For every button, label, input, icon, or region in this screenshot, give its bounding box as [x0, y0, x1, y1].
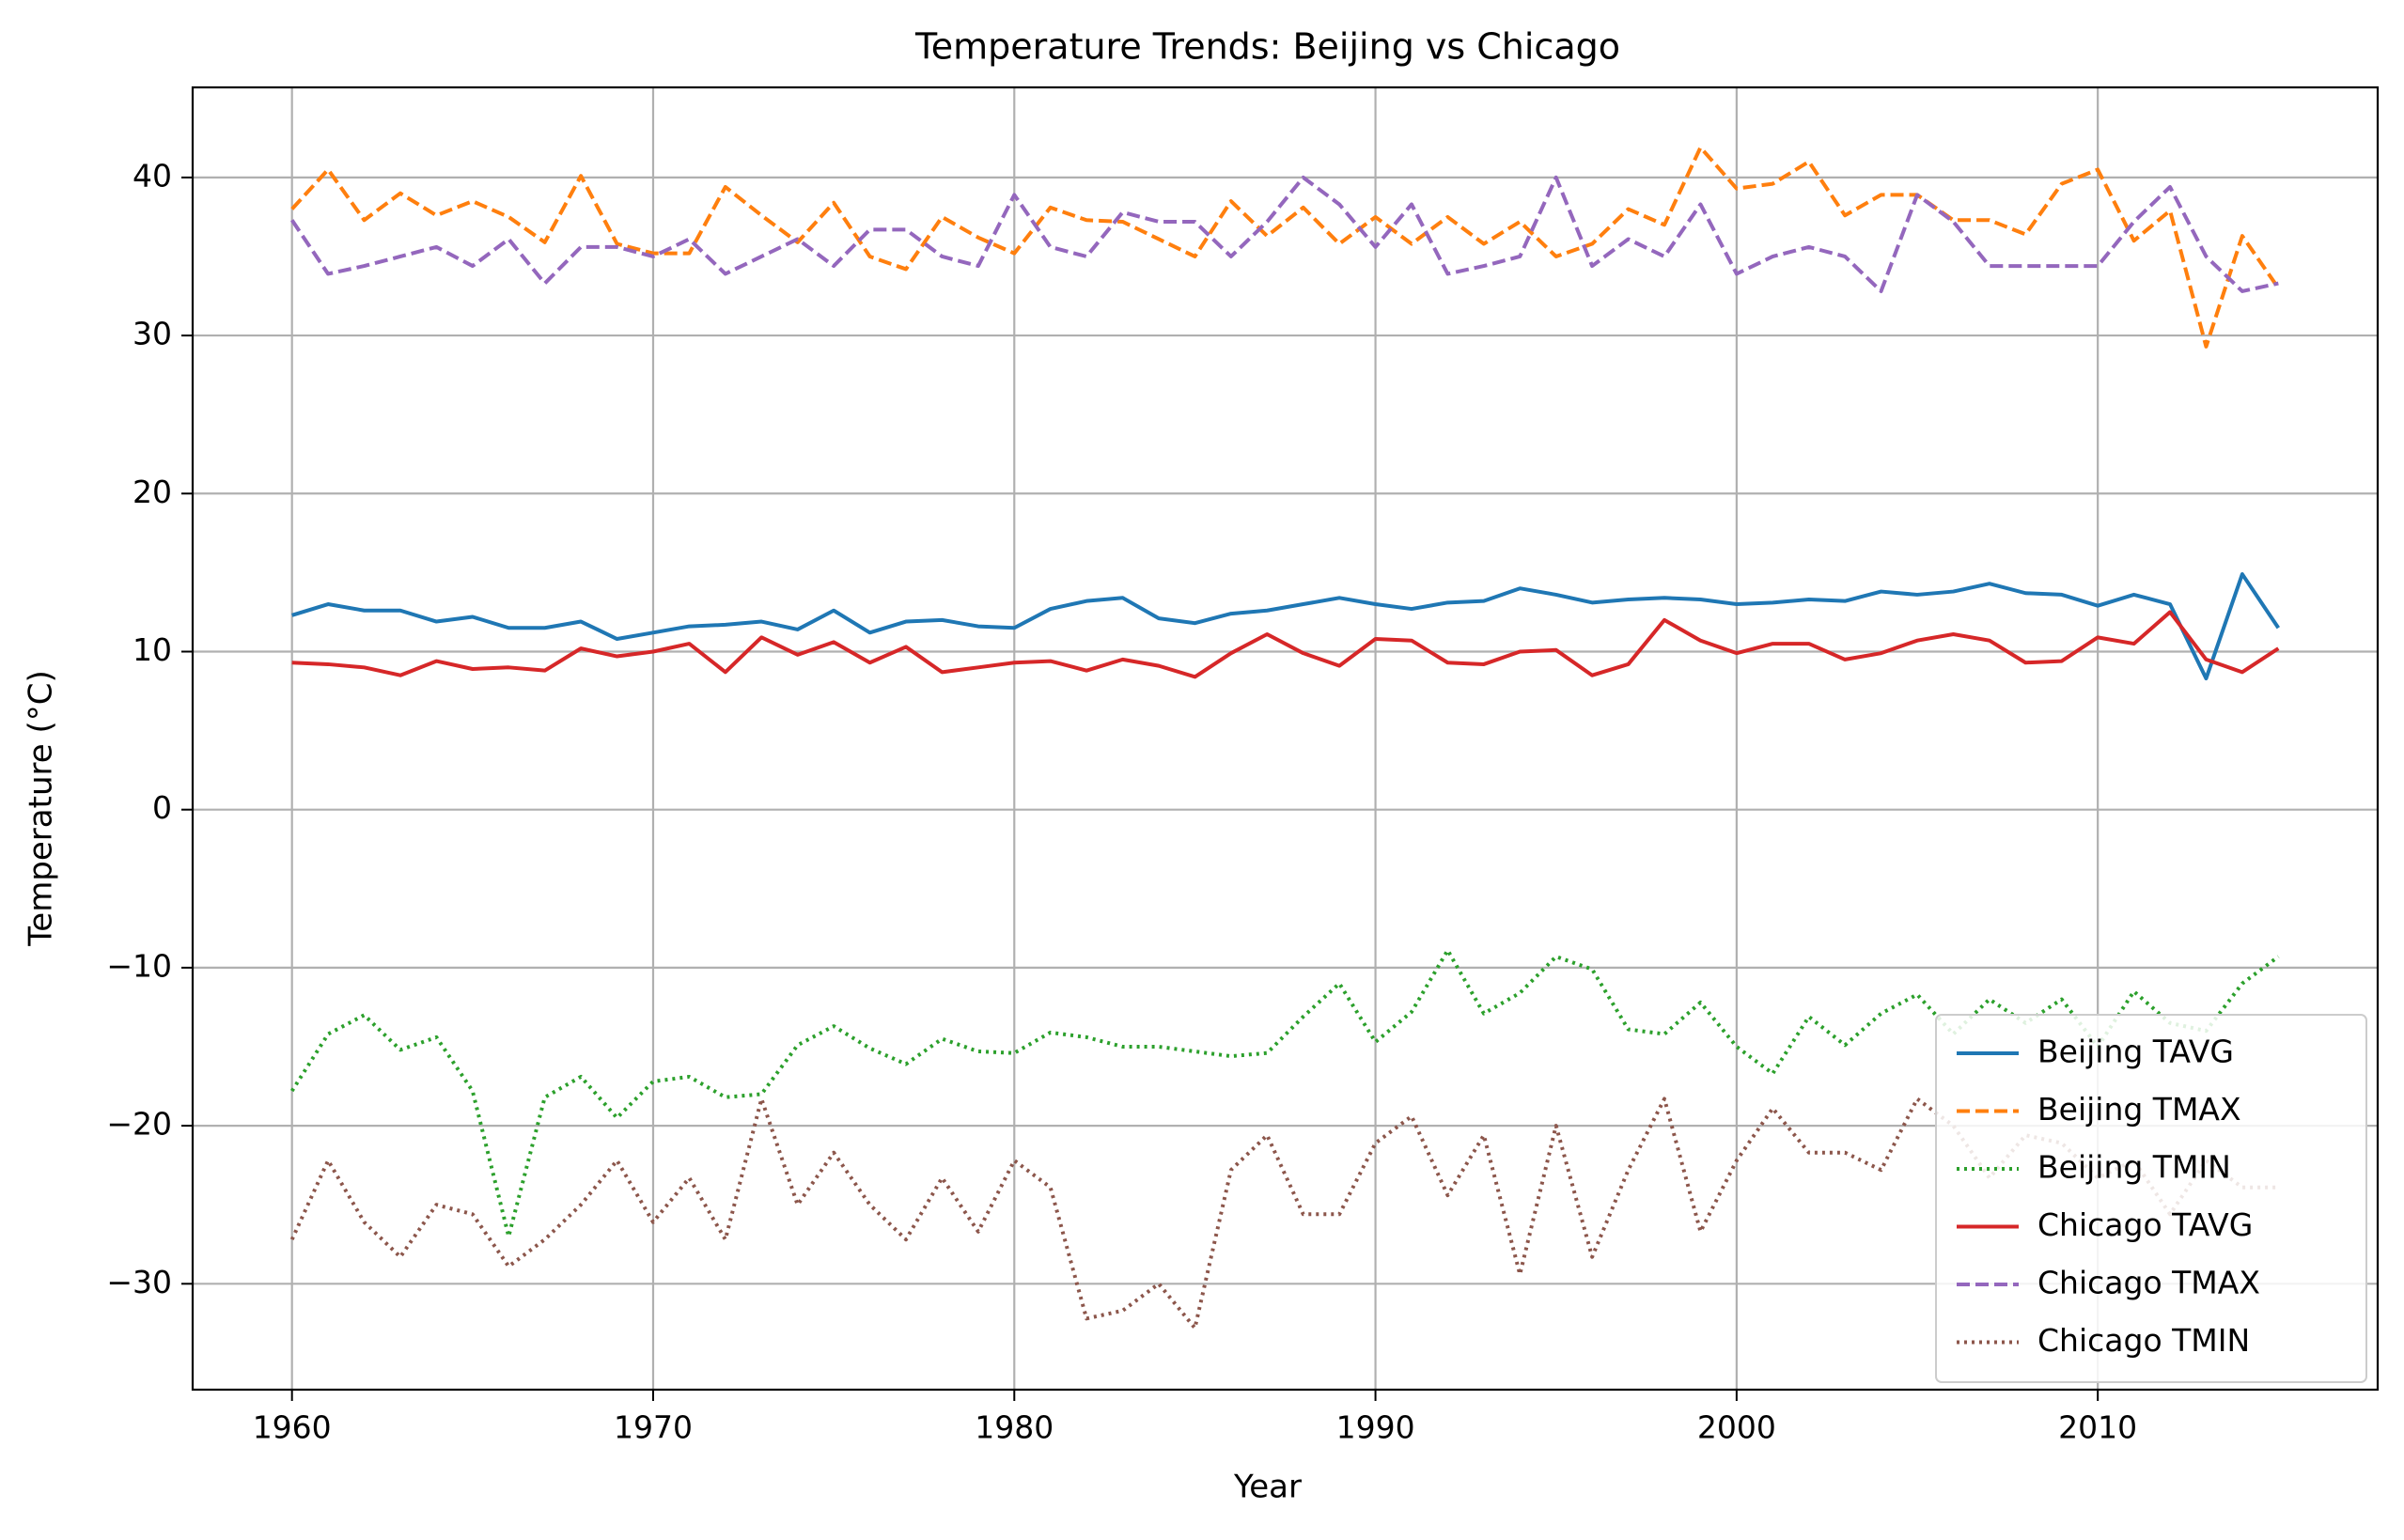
y-tick-label: 20 [133, 474, 172, 510]
series-lines [289, 145, 2280, 1330]
x-tick-label: 1970 [614, 1409, 693, 1446]
y-tick-label: 10 [133, 631, 172, 668]
series-line-chicago-tmax [290, 175, 2279, 293]
y-tick-label: −20 [106, 1106, 172, 1143]
legend-label: Beijing TMAX [2037, 1091, 2241, 1128]
plot-frame [191, 86, 2380, 1392]
y-tick-label: 30 [133, 316, 172, 352]
legend-label: Chicago TMIN [2037, 1322, 2250, 1359]
legend-label: Chicago TAVG [2037, 1206, 2253, 1243]
x-axis-label: Year [1233, 1469, 1302, 1506]
grid-lines [193, 87, 2378, 1390]
y-tick-label: −10 [106, 947, 172, 984]
y-axis-label: Temperature (°C) [23, 670, 60, 946]
x-tick-label: 2010 [2058, 1409, 2137, 1446]
y-tick-label: −30 [106, 1264, 172, 1300]
legend-box [1935, 1014, 2367, 1383]
x-tick-label: 2000 [1697, 1409, 1776, 1446]
legend: Beijing TAVG Beijing TMAX Beijing TMIN Chic… [1935, 1014, 2367, 1383]
x-tick-label: 1990 [1336, 1409, 1415, 1446]
y-tick-label: 40 [133, 157, 172, 194]
series-line-chicago-tavg [291, 610, 2280, 679]
x-tick-label: 1980 [975, 1409, 1054, 1446]
legend-label: Beijing TMIN [2037, 1149, 2231, 1186]
chart-title: Temperature Trends: Beijing vs Chicago [914, 26, 1620, 68]
legend-label: Beijing TAVG [2037, 1034, 2234, 1070]
series-line-beijing-tavg [291, 572, 2280, 681]
axis-ticks: 1960 1970 1980 1990 2000 2010 −30 −20 −10 0 10 20 30… [106, 157, 2137, 1445]
x-tick-label: 1960 [253, 1409, 332, 1446]
legend-label: Chicago TMAX [2037, 1265, 2260, 1301]
y-tick-label: 0 [152, 789, 172, 826]
